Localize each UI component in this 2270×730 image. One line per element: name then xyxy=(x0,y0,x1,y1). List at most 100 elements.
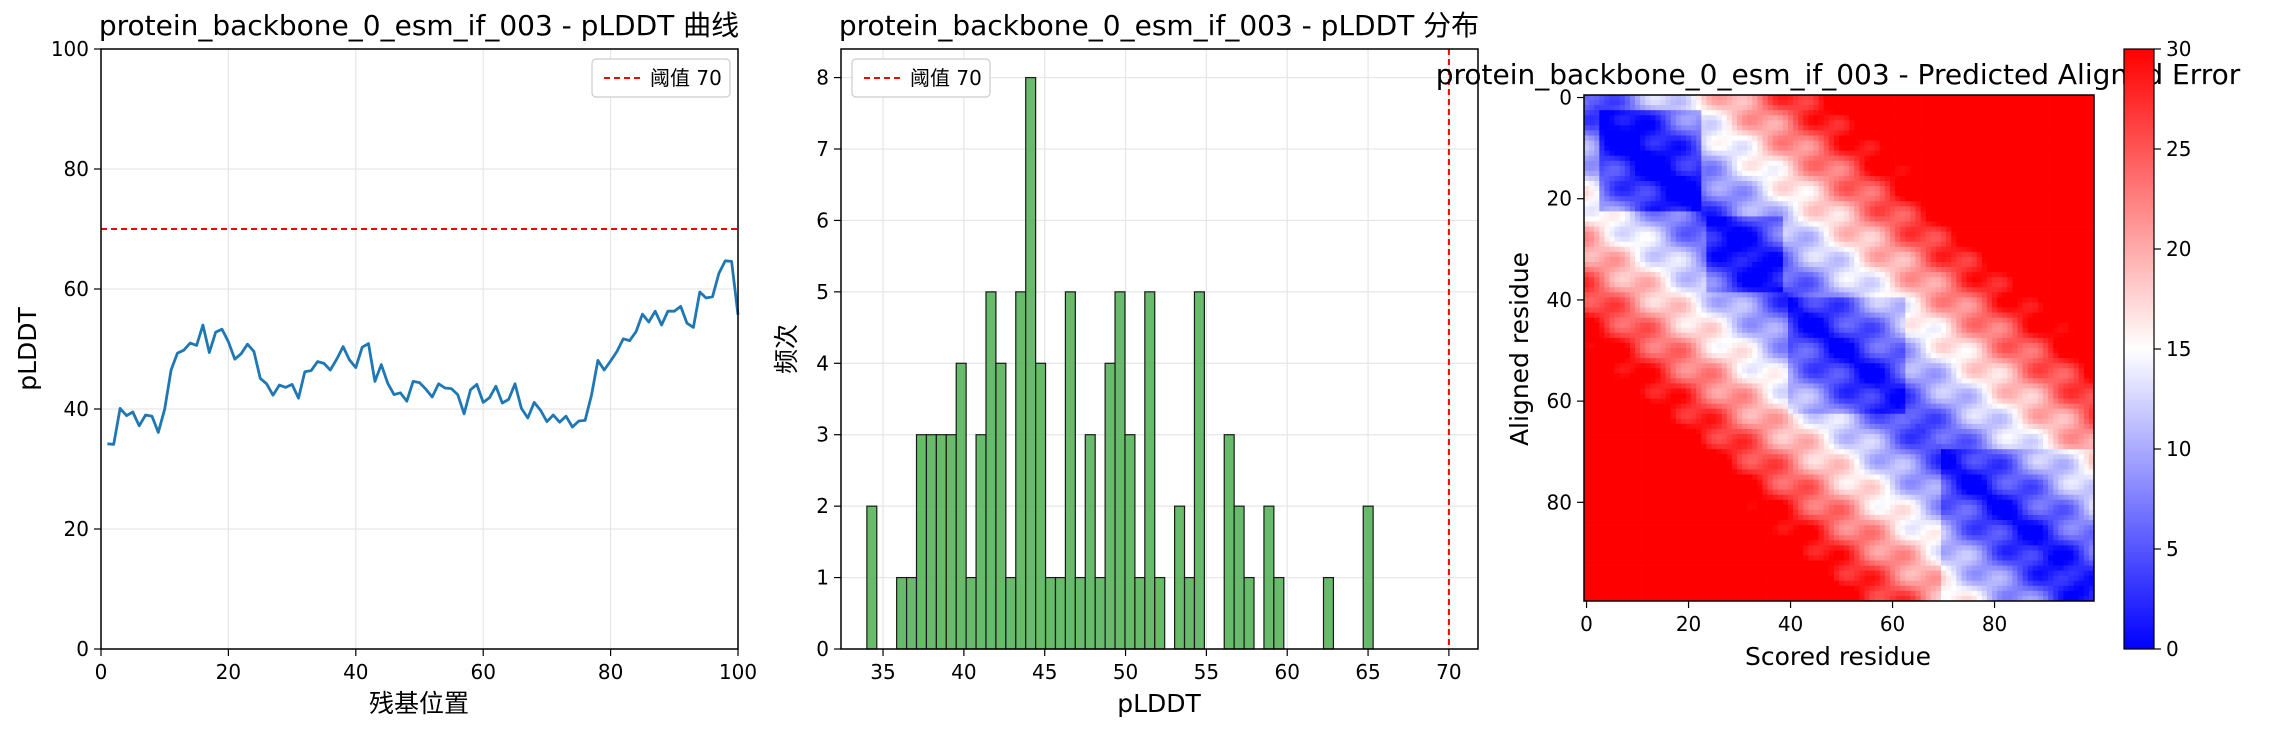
heatmap-cell xyxy=(1655,165,1661,172)
heatmap-cell xyxy=(1930,282,1937,288)
heatmap-cell xyxy=(1686,130,1692,136)
heatmap-cell xyxy=(1905,150,1911,157)
heatmap-cell xyxy=(1869,135,1876,141)
heatmap-cell xyxy=(1675,175,1682,182)
heatmap-cell xyxy=(1655,211,1661,217)
heatmap-cell xyxy=(1981,206,1988,212)
heatmap-cell xyxy=(1941,221,1947,227)
heatmap-cell xyxy=(1762,317,1768,324)
heatmap-cell xyxy=(1941,165,1947,172)
heatmap-cell xyxy=(1925,261,1932,268)
heatmap-cell xyxy=(1803,267,1809,273)
heatmap-cell xyxy=(1941,317,1947,324)
heatmap-cell xyxy=(1808,322,1814,329)
heatmap-cell xyxy=(1777,145,1784,152)
heatmap-cell xyxy=(2043,231,2049,238)
heatmap-cell xyxy=(1629,181,1636,187)
heatmap-cell xyxy=(1976,261,1983,268)
heatmap-cell xyxy=(1716,150,1723,157)
heatmap-cell xyxy=(1976,287,1983,293)
heatmap-cell xyxy=(1915,130,1921,136)
heatmap-cell xyxy=(1854,206,1860,212)
heatmap-cell xyxy=(1828,145,1835,152)
heatmap-cell xyxy=(1961,105,1967,111)
heatmap-cell xyxy=(1849,191,1855,197)
heatmap-cell xyxy=(1951,170,1957,177)
heatmap-cell xyxy=(1884,231,1891,238)
heatmap-cell xyxy=(2002,236,2008,243)
heatmap-cell xyxy=(1839,251,1845,258)
heatmap-cell xyxy=(1737,292,1743,298)
heatmap-cell xyxy=(1941,130,1947,136)
heatmap-cell xyxy=(1890,287,1896,293)
heatmap-cell xyxy=(1680,150,1687,157)
heatmap-cell xyxy=(1859,327,1865,334)
heatmap-cell xyxy=(1594,251,1600,258)
heatmap-cell xyxy=(2083,95,2090,101)
heatmap-cell xyxy=(1986,165,1993,172)
heatmap-cell xyxy=(1890,181,1896,187)
heatmap-cell xyxy=(1971,272,1978,278)
heatmap-cell xyxy=(1946,140,1952,146)
heatmap-cell xyxy=(1584,272,1590,278)
heatmap-cell xyxy=(2078,246,2085,253)
heatmap-cell xyxy=(1941,196,1947,202)
histogram-bar xyxy=(1243,576,1255,650)
heatmap-cell xyxy=(1946,317,1952,324)
heatmap-cell xyxy=(1747,292,1753,298)
heatmap-cell xyxy=(1711,110,1717,116)
heatmap-cell xyxy=(1752,256,1758,263)
heatmap-cell xyxy=(1675,135,1682,141)
heatmap-cell xyxy=(1905,317,1911,324)
heatmap-cell xyxy=(1966,145,1972,152)
heatmap-cell xyxy=(1635,105,1641,111)
heatmap-cell xyxy=(1635,125,1641,131)
heatmap-cell xyxy=(2032,307,2039,313)
heatmap-cell xyxy=(2078,201,2085,207)
heatmap-cell xyxy=(1879,226,1886,232)
heatmap-cell xyxy=(1594,282,1600,288)
heatmap-cell xyxy=(1844,181,1850,187)
heatmap-cell xyxy=(2027,216,2034,222)
heatmap-cell xyxy=(2053,196,2059,202)
heatmap-cell xyxy=(1971,135,1978,141)
heatmap-cell xyxy=(1609,115,1615,121)
heatmap-cell xyxy=(1818,206,1825,212)
heatmap-cell xyxy=(1680,160,1687,167)
heatmap-cell xyxy=(1660,206,1666,212)
heatmap-cell xyxy=(1767,110,1774,116)
heatmap-cell xyxy=(1619,165,1626,172)
heatmap-cell xyxy=(1706,231,1712,238)
heatmap-cell xyxy=(1655,236,1661,243)
heatmap-cell xyxy=(1895,302,1901,308)
heatmap-cell xyxy=(1879,206,1886,212)
heatmap-cell xyxy=(2032,196,2039,202)
heatmap-cell xyxy=(1951,196,1957,202)
heatmap-cell xyxy=(1951,236,1957,243)
heatmap-cell xyxy=(1599,216,1605,222)
heatmap-cell xyxy=(2078,327,2085,334)
heatmap-cell xyxy=(1721,231,1728,238)
heatmap-cell xyxy=(1619,196,1626,202)
heatmap-cell xyxy=(1624,120,1631,126)
heatmap-cell xyxy=(1737,95,1743,101)
heatmap-cell xyxy=(1951,307,1957,313)
heatmap-cell xyxy=(1935,246,1942,253)
heatmap-cell xyxy=(1803,302,1809,308)
heatmap-cell xyxy=(1757,216,1763,222)
heatmap-cell xyxy=(1788,140,1794,146)
heatmap-cell xyxy=(1788,226,1794,232)
heatmap-cell xyxy=(1726,292,1733,298)
heatmap-cell xyxy=(1946,282,1952,288)
heatmap-cell xyxy=(2088,110,2095,116)
heatmap-cell xyxy=(2002,170,2008,177)
heatmap-cell xyxy=(2068,216,2074,222)
heatmap-cell xyxy=(1879,115,1886,121)
heatmap-cell xyxy=(1629,160,1636,167)
x-tick-label: 65 xyxy=(1355,660,1380,684)
heatmap-cell xyxy=(1629,191,1636,197)
heatmap-cell xyxy=(2012,160,2018,167)
y-tick-label: 60 xyxy=(64,277,89,301)
heatmap-cell xyxy=(2043,150,2049,157)
heatmap-cell xyxy=(1716,145,1723,152)
